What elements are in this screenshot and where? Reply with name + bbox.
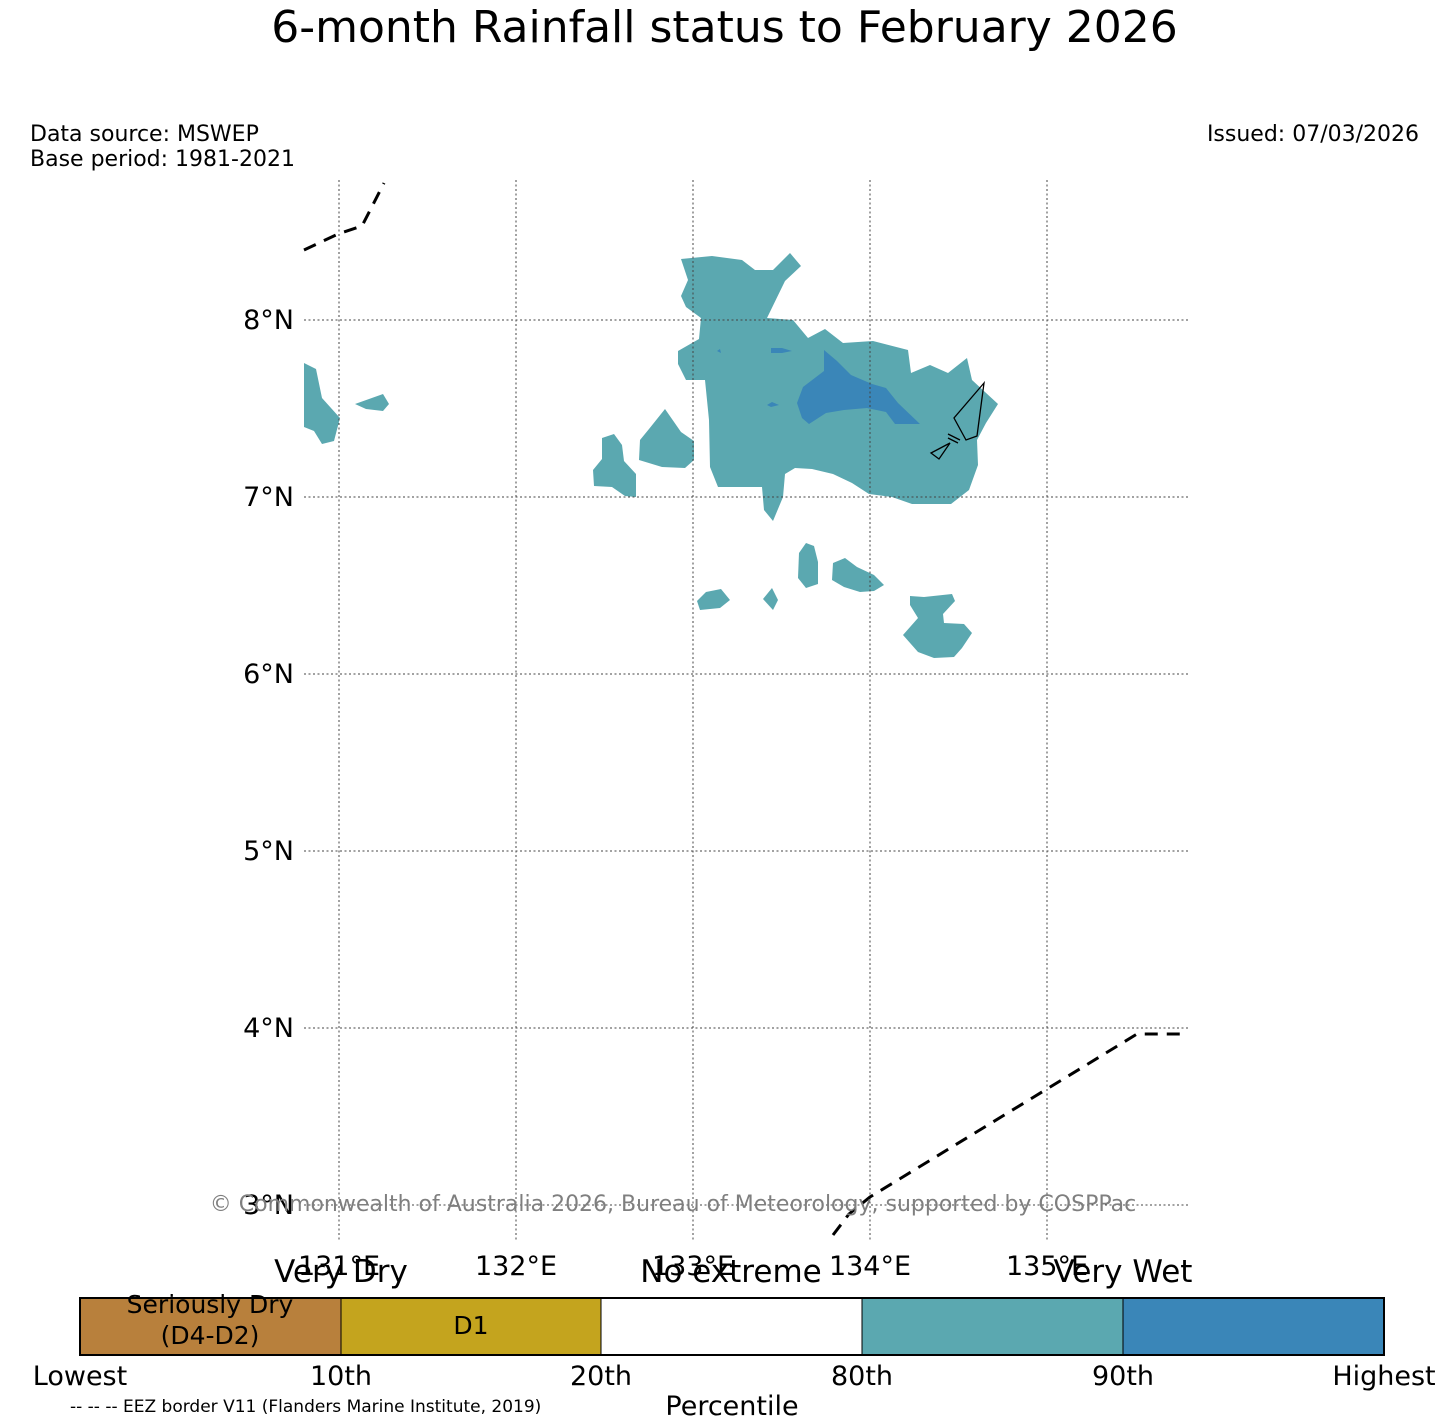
legend-category-very-wet: Very Wet xyxy=(1054,1254,1193,1290)
legend-tick: 10th xyxy=(310,1361,372,1392)
x-axis-labels: 131°E 132°E 133°E 134°E 135°E xyxy=(298,1251,1088,1282)
wet-region-f xyxy=(832,558,884,592)
x-tick-label: 131°E xyxy=(298,1251,380,1282)
eez-note: -- -- -- EEZ border V11 (Flanders Marine… xyxy=(70,1397,541,1417)
island-outline-south xyxy=(929,442,951,460)
legend-frame xyxy=(79,1297,1385,1356)
x-tick-label: 135°E xyxy=(1006,1251,1088,1282)
very-wet-region xyxy=(797,350,920,424)
eez-border-south xyxy=(831,1032,1186,1236)
y-tick-label: 5°N xyxy=(243,836,294,867)
data-source: Data source: MSWEP xyxy=(30,122,259,147)
base-period: Base period: 1981-2021 xyxy=(30,147,295,172)
legend-bin-90-plus xyxy=(1122,1297,1385,1356)
legend-tick: 80th xyxy=(831,1361,893,1392)
legend-tick: Lowest xyxy=(33,1361,127,1392)
wet-region-d xyxy=(639,409,694,468)
wet-region-g xyxy=(903,594,972,658)
issued-date: Issued: 07/03/2026 xyxy=(1206,122,1419,147)
very-wet-speck-c xyxy=(717,349,721,353)
y-axis-labels: 8°N 7°N 6°N 5°N 4°N 3°N xyxy=(243,305,294,1221)
legend-category-no-extreme: No extreme xyxy=(640,1254,821,1290)
legend: Very Dry No extreme Very Wet Seriously D… xyxy=(33,1254,1436,1422)
x-tick-label: 132°E xyxy=(475,1251,557,1282)
x-tick-label: 134°E xyxy=(829,1251,911,1282)
very-wet-speck-b xyxy=(767,402,779,407)
island-outlines xyxy=(929,380,985,460)
wet-region-h xyxy=(697,589,730,610)
legend-bin-label: (D4-D2) xyxy=(161,1321,260,1350)
data-source-block: Data source: MSWEP Base period: 1981-202… xyxy=(30,122,295,172)
island-outline-north xyxy=(953,380,985,441)
legend-category-very-dry: Very Dry xyxy=(274,1254,408,1290)
wet-region-west-a xyxy=(304,363,340,444)
legend-bin-label: D1 xyxy=(453,1311,488,1340)
legend-bin-label: Seriously Dry xyxy=(127,1290,294,1319)
rainfall-shading xyxy=(304,253,998,658)
legend-xlabel: Percentile xyxy=(665,1391,798,1422)
island-outline-reef xyxy=(947,433,961,444)
legend-bin-80-90 xyxy=(861,1297,1124,1356)
legend-bin-d1 xyxy=(340,1297,602,1356)
eez-border-north xyxy=(303,182,386,252)
y-tick-label: 7°N xyxy=(243,482,294,513)
x-tick-label: 133°E xyxy=(652,1251,734,1282)
legend-tick: 90th xyxy=(1092,1361,1154,1392)
legend-ticks: Lowest 10th 20th 80th 90th Highest xyxy=(33,1361,1436,1392)
y-tick-label: 3°N xyxy=(243,1190,294,1221)
very-wet-speck-a xyxy=(771,348,792,353)
wet-region-i xyxy=(763,588,778,610)
chart-title: 6-month Rainfall status to February 2026 xyxy=(271,2,1178,53)
copyright-text: © Commonwealth of Australia 2026, Bureau… xyxy=(210,1192,1136,1217)
wet-region-e xyxy=(798,543,818,588)
wet-region-c xyxy=(593,434,636,497)
eez-borders xyxy=(303,182,1186,1236)
legend-bin-no-extreme xyxy=(600,1297,863,1356)
y-tick-label: 8°N xyxy=(243,305,294,336)
y-tick-label: 4°N xyxy=(243,1013,294,1044)
wet-region-west-b xyxy=(355,394,389,411)
legend-tick: 20th xyxy=(570,1361,632,1392)
legend-tick: Highest xyxy=(1332,1361,1435,1392)
gridlines xyxy=(304,180,1189,1240)
y-tick-label: 6°N xyxy=(243,659,294,690)
